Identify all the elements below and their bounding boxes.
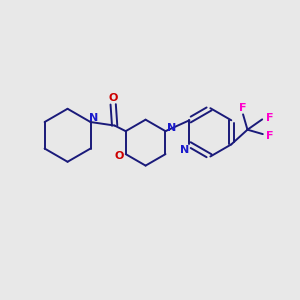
Text: F: F <box>266 113 273 123</box>
Text: F: F <box>266 130 274 141</box>
Text: N: N <box>89 113 99 124</box>
Text: N: N <box>179 145 189 155</box>
Text: O: O <box>115 151 124 160</box>
Text: N: N <box>167 123 177 133</box>
Text: O: O <box>109 93 118 103</box>
Text: F: F <box>239 103 247 113</box>
